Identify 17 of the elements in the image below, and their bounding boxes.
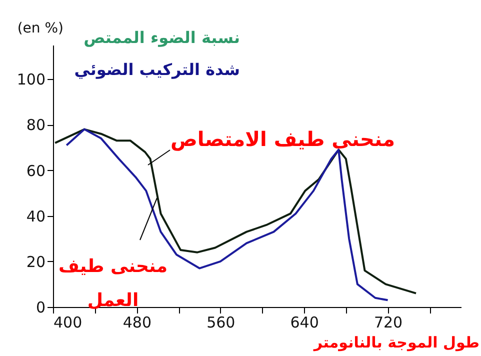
x-tick-label: 480 [122,314,152,332]
series-label: منحنى طيف العمل [58,256,168,311]
x-axis-title: طول الموجة بالنانومتر [312,334,480,352]
y-axis-title: (en %) [17,20,64,36]
series-label: منحنى طيف الامتصاص [170,127,395,151]
chart-title: نسبة الضوء الممتص [84,28,240,47]
x-tick-label: 400 [54,314,82,332]
y-tick-label: 40 [26,207,46,226]
y-tick-label: 0 [36,298,46,316]
y-tick-label: 100 [16,70,46,89]
y-tick-label: 60 [26,162,46,180]
text: شدة التركيب الضوئي [74,60,240,79]
y-tick-label: 80 [26,116,46,134]
x-tick-label: 720 [374,314,403,332]
x-tick-label: 640 [290,314,319,332]
x-tick-label: 560 [206,314,236,332]
y-tick-label: 20 [26,252,46,271]
